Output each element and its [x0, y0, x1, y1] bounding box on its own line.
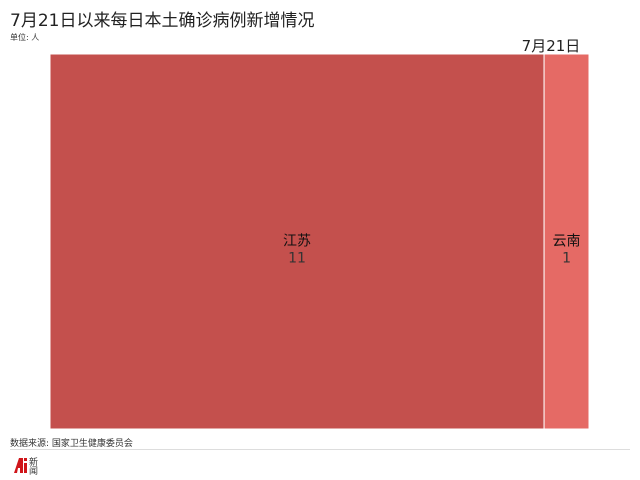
source-note: 数据来源: 国家卫生健康委员会 [10, 439, 133, 449]
chart-title: 7月21日以来每日本土确诊病例新增情况 [10, 11, 315, 31]
svg-text:新: 新 [29, 456, 38, 468]
cell-value-label: 11 [288, 251, 306, 267]
svg-text:闻: 闻 [29, 466, 38, 475]
cell-name-label: 云南 [553, 234, 581, 250]
logo-icon: 新 闻 [14, 456, 38, 475]
cell-value-label: 1 [562, 251, 571, 267]
divider [10, 449, 630, 450]
treemap-cell [49, 53, 545, 430]
treemap-cell [543, 53, 590, 430]
unit-label: 单位: 人 [10, 33, 40, 42]
cell-name-label: 江苏 [283, 234, 311, 250]
group-label: 7月21日 [521, 37, 581, 55]
